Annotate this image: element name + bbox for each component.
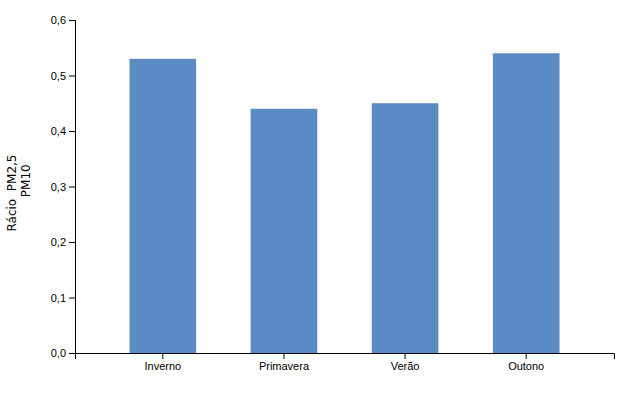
y-tick-label: 0,2 <box>51 236 66 248</box>
y-tick-mark <box>69 76 75 77</box>
x-tick: Outono <box>508 353 544 372</box>
bar <box>130 59 197 353</box>
bar <box>372 103 439 353</box>
y-tick-mark <box>69 20 75 21</box>
x-tick: Verão <box>391 353 420 372</box>
x-tick-mark <box>405 353 406 359</box>
y-tick: 0,1 <box>51 292 75 304</box>
bar <box>493 53 560 353</box>
y-tick-label: 0,1 <box>51 292 66 304</box>
x-tick-label: Primavera <box>259 360 310 372</box>
y-tick-label: 0,6 <box>51 14 66 26</box>
chart: 0,0 0,1 0,2 0,3 0,4 0,5 0,6 Inverno Primavera Ver… <box>0 0 634 393</box>
x-tick-label: Inverno <box>144 360 181 372</box>
bars <box>130 53 560 353</box>
y-tick: 0,3 <box>51 181 75 193</box>
y-tick: 0,6 <box>51 14 75 26</box>
x-tick-label: Outono <box>508 360 544 372</box>
y-tick-label: 0,3 <box>51 181 66 193</box>
x-axis-line <box>76 354 615 360</box>
y-axis-title: Rácio PM2,5 PM10 <box>5 154 33 231</box>
y-tick-label: 0,4 <box>51 125 66 137</box>
y-axis-title-line: Rácio PM2,5 <box>5 154 19 231</box>
plot: 0,0 0,1 0,2 0,3 0,4 0,5 0,6 Inverno Primavera Ver… <box>51 14 615 372</box>
x-tick-mark <box>283 353 284 359</box>
y-tick: 0,0 <box>51 347 75 359</box>
y-axis-title-line: PM10 <box>19 164 33 231</box>
bar <box>251 109 318 353</box>
y-tick-label: 0,0 <box>51 347 66 359</box>
y-tick: 0,5 <box>51 70 75 82</box>
x-tick: Primavera <box>259 353 310 372</box>
y-tick: 0,4 <box>51 125 75 137</box>
y-tick-mark <box>69 187 75 188</box>
y-tick-label: 0,5 <box>51 70 66 82</box>
x-tick-mark <box>526 353 527 359</box>
y-tick-mark <box>69 298 75 299</box>
y-axis-line <box>69 21 76 354</box>
y-tick-mark <box>69 353 75 354</box>
y-tick: 0,2 <box>51 236 75 248</box>
y-axis: 0,0 0,1 0,2 0,3 0,4 0,5 0,6 <box>51 14 76 359</box>
x-axis: Inverno Primavera Verão Outono <box>76 353 615 372</box>
x-tick: Inverno <box>144 353 181 372</box>
y-tick-mark <box>69 131 75 132</box>
x-tick-mark <box>162 353 163 359</box>
y-tick-mark <box>69 242 75 243</box>
x-tick-label: Verão <box>391 360 420 372</box>
